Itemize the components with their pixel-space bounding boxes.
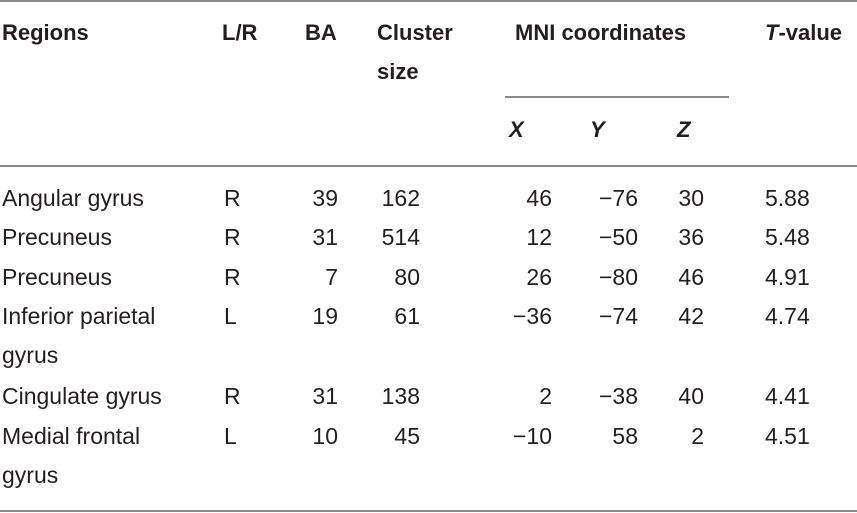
- y-coordinate-cell: −38: [598, 383, 638, 409]
- t-value-cell: 4.74: [765, 303, 810, 329]
- header-t-suffix: -value: [778, 20, 843, 45]
- lr-cell: L: [224, 423, 237, 449]
- header-y: Y: [590, 117, 605, 142]
- lr-cell: L: [224, 303, 237, 329]
- ba-cell: 10: [312, 423, 338, 449]
- lr-cell: R: [224, 383, 241, 409]
- y-coordinate-cell: −76: [598, 185, 638, 211]
- header-bottom-rule: [0, 165, 857, 167]
- y-coordinate-cell: −50: [598, 224, 638, 250]
- cluster-size-cell: 45: [394, 423, 420, 449]
- region-cell: Precuneus: [2, 264, 112, 290]
- z-coordinate-cell: 2: [691, 423, 704, 449]
- z-coordinate-cell: 36: [678, 224, 704, 250]
- y-coordinate-cell: −80: [598, 264, 638, 290]
- z-coordinate-cell: 42: [678, 303, 704, 329]
- cluster-size-cell: 162: [381, 185, 420, 211]
- y-coordinate-cell: 58: [612, 423, 638, 449]
- header-mni: MNI coordinates: [515, 20, 687, 45]
- z-coordinate-cell: 40: [678, 383, 704, 409]
- z-coordinate-cell: 30: [678, 185, 704, 211]
- header-regions: Regions: [2, 20, 89, 45]
- cluster-size-cell: 80: [394, 264, 420, 290]
- header-cluster-line1: Cluster: [377, 20, 453, 45]
- t-value-cell: 5.48: [765, 224, 810, 250]
- cluster-size-cell: 61: [394, 303, 420, 329]
- x-coordinate-cell: 46: [526, 185, 552, 211]
- region-cell: Medial frontal: [2, 423, 141, 449]
- ba-cell: 39: [312, 185, 338, 211]
- region-cell: Cingulate gyrus: [2, 383, 162, 409]
- ba-cell: 31: [312, 224, 338, 250]
- region-cell-continuation: gyrus: [2, 342, 59, 368]
- region-cell: Inferior parietal: [2, 303, 156, 329]
- x-coordinate-cell: 2: [539, 383, 552, 409]
- y-coordinate-cell: −74: [598, 303, 638, 329]
- header-ba: BA: [305, 20, 337, 45]
- x-coordinate-cell: 12: [526, 224, 552, 250]
- t-value-cell: 4.41: [765, 383, 810, 409]
- header-x: X: [509, 117, 524, 142]
- t-value-cell: 5.88: [765, 185, 810, 211]
- x-coordinate-cell: 26: [526, 264, 552, 290]
- table-bottom-rule: [0, 510, 857, 512]
- cluster-size-cell: 138: [381, 383, 420, 409]
- lr-cell: R: [224, 224, 241, 250]
- region-cell: Precuneus: [2, 224, 112, 250]
- header-t-value: T-value: [765, 13, 842, 53]
- t-value-cell: 4.91: [765, 264, 810, 290]
- header-t-letter: T: [765, 20, 779, 45]
- z-coordinate-cell: 46: [678, 264, 704, 290]
- region-cell: Angular gyrus: [2, 185, 144, 211]
- t-value-cell: 4.51: [765, 423, 810, 449]
- lr-cell: R: [224, 185, 241, 211]
- header-cluster-line2: size: [377, 59, 419, 84]
- table-top-rule: [0, 0, 857, 2]
- ba-cell: 7: [325, 264, 338, 290]
- header-z: Z: [677, 117, 691, 142]
- region-cell-continuation: gyrus: [2, 462, 59, 488]
- ba-cell: 31: [312, 383, 338, 409]
- x-coordinate-cell: −10: [512, 423, 552, 449]
- header-lr: L/R: [222, 20, 258, 45]
- x-coordinate-cell: −36: [512, 303, 552, 329]
- ba-cell: 19: [312, 303, 338, 329]
- lr-cell: R: [224, 264, 241, 290]
- cluster-size-cell: 514: [381, 224, 420, 250]
- mni-sub-rule: [505, 96, 729, 98]
